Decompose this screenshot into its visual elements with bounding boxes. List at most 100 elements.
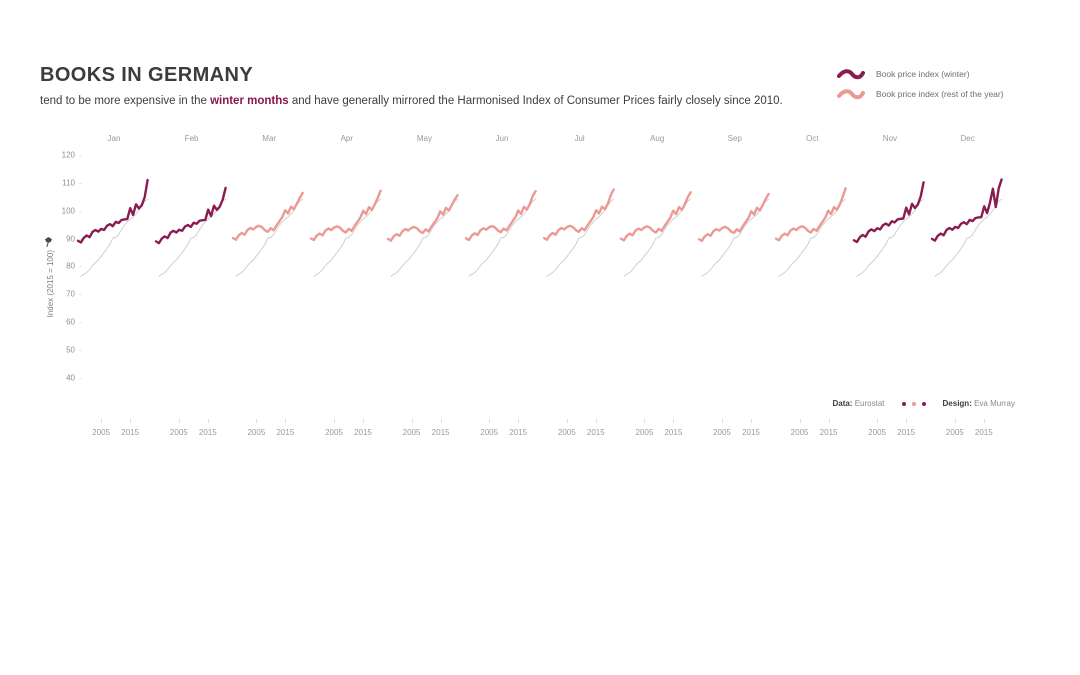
x-axis-tick-mark: [207, 419, 209, 423]
x-axis-tick-label: 2015: [276, 428, 295, 437]
legend-label: Book price index (rest of the year): [876, 89, 1004, 99]
x-axis-tick-mark: [440, 419, 442, 423]
book-price-line[interactable]: [387, 193, 460, 242]
x-axis-tick-mark: [828, 419, 830, 423]
y-axis-tick-mark: [79, 210, 82, 212]
hicp-line[interactable]: [468, 198, 537, 277]
x-axis-tick-mark: [566, 419, 568, 423]
legend-item-rest[interactable]: Book price index (rest of the year): [836, 84, 1004, 104]
x-axis-tick-label: 2015: [897, 428, 916, 437]
x-axis-tick-label: 2015: [431, 428, 450, 437]
y-axis-tick-label: 50: [66, 345, 75, 355]
y-axis-title: Index (2015 = 100): [46, 250, 55, 318]
x-axis-tick-label: 2005: [325, 428, 343, 437]
month-label: Oct: [806, 134, 819, 143]
x-axis-tick-mark: [799, 419, 801, 423]
x-axis-tick-label: 2015: [121, 428, 140, 437]
x-axis-tick-mark: [411, 419, 413, 423]
x-axis-tick-mark: [518, 419, 520, 423]
design-credit-value: Eva Murray: [974, 399, 1015, 408]
panel-plot: [309, 189, 382, 277]
page-title: BOOKS IN GERMANY: [40, 64, 254, 86]
hicp-line[interactable]: [856, 198, 925, 277]
y-axis-tick-label: 90: [66, 234, 75, 244]
month-label: Jan: [107, 134, 121, 143]
x-axis-tick-mark: [877, 419, 879, 423]
subtitle: tend to be more expensive in the winter …: [40, 95, 783, 107]
y-axis-tick-label: 60: [66, 317, 75, 327]
hicp-line[interactable]: [934, 198, 1002, 277]
book-price-line[interactable]: [154, 186, 227, 245]
y-axis-tick-mark: [79, 322, 82, 324]
book-price-line[interactable]: [697, 192, 770, 243]
book-price-line[interactable]: [852, 181, 925, 244]
chart: Index (2015 = 100) 120 110 100 90 80 70 60 50 40…: [0, 130, 1080, 460]
hicp-line[interactable]: [80, 198, 149, 277]
x-axis-tick-label: 2005: [713, 428, 731, 437]
book-price-line[interactable]: [542, 188, 615, 241]
x-axis-tick-mark: [101, 419, 103, 423]
x-axis-tick-mark: [333, 419, 335, 423]
x-axis-tick-label: 2005: [557, 428, 576, 437]
x-axis-tick-mark: [954, 419, 956, 423]
hicp-line[interactable]: [158, 198, 226, 277]
panel-oct: Oct 2005 2015: [773, 130, 851, 446]
x-axis-tick-label: 2005: [92, 428, 111, 437]
x-axis-tick-label: 2005: [480, 428, 499, 437]
rest-line-swatch-icon: [837, 89, 865, 100]
legend-item-winter[interactable]: Book price index (winter): [836, 64, 1004, 84]
hicp-line[interactable]: [313, 198, 381, 277]
book-price-line[interactable]: [309, 189, 382, 242]
x-axis-tick-label: 2005: [945, 428, 964, 437]
book-price-line[interactable]: [775, 187, 848, 242]
panel-dec: Dec 2005 2015: [929, 130, 1007, 446]
month-label: Sep: [727, 134, 742, 143]
y-axis-tick-mark: [79, 238, 82, 240]
hicp-line[interactable]: [390, 198, 459, 277]
subtitle-prefix: tend to be more expensive in the: [40, 95, 211, 107]
book-price-line[interactable]: [619, 191, 692, 242]
y-axis-tick-label: 120: [61, 150, 75, 160]
hicp-line[interactable]: [623, 198, 692, 277]
x-axis-tick-mark: [130, 419, 132, 423]
month-label: Jul: [574, 134, 585, 143]
legend-label: Book price index (winter): [876, 69, 970, 79]
panel-mar: Mar 2005 2015: [230, 130, 308, 446]
book-price-line[interactable]: [76, 178, 149, 244]
panel-plot: [930, 178, 1003, 277]
subtitle-highlight: winter months: [210, 95, 289, 107]
x-axis-tick-label: 2015: [664, 428, 683, 437]
x-axis-tick-mark: [595, 419, 597, 423]
x-axis-tick-label: 2015: [742, 428, 760, 437]
credit-dot: [911, 401, 916, 406]
panel-plot: [775, 187, 848, 277]
x-axis-tick-label: 2005: [169, 428, 188, 437]
x-axis-tick-mark: [256, 419, 258, 423]
hicp-line[interactable]: [701, 198, 769, 277]
y-axis-tick-mark: [79, 266, 82, 268]
book-price-line[interactable]: [231, 191, 304, 241]
panel-may: May 2005 2015: [385, 130, 463, 446]
data-credit-label: Data:: [832, 399, 853, 408]
book-price-line[interactable]: [464, 190, 537, 242]
x-axis-tick-label: 2005: [868, 428, 887, 437]
panel-plot: [619, 191, 692, 277]
pin-icon: [45, 237, 52, 247]
x-axis-tick-label: 2005: [402, 428, 421, 437]
x-axis-tick-label: 2005: [247, 428, 266, 437]
panel-aug: Aug 2005 2015: [618, 130, 696, 446]
hicp-line[interactable]: [546, 198, 614, 277]
panel-plot: [697, 192, 770, 277]
hicp-line[interactable]: [235, 198, 304, 277]
x-axis-tick-mark: [644, 419, 646, 423]
x-axis-tick-mark: [673, 419, 675, 423]
x-axis-tick-mark: [721, 419, 723, 423]
panel-jul: Jul 2005 2015: [541, 130, 619, 446]
hicp-line[interactable]: [778, 198, 847, 277]
credit-dot: [901, 401, 906, 406]
panel-apr: Apr 2005 2015: [308, 130, 386, 446]
book-price-line[interactable]: [930, 178, 1003, 242]
x-axis-tick-mark: [178, 419, 180, 423]
y-axis-tick-label: 40: [66, 373, 75, 383]
